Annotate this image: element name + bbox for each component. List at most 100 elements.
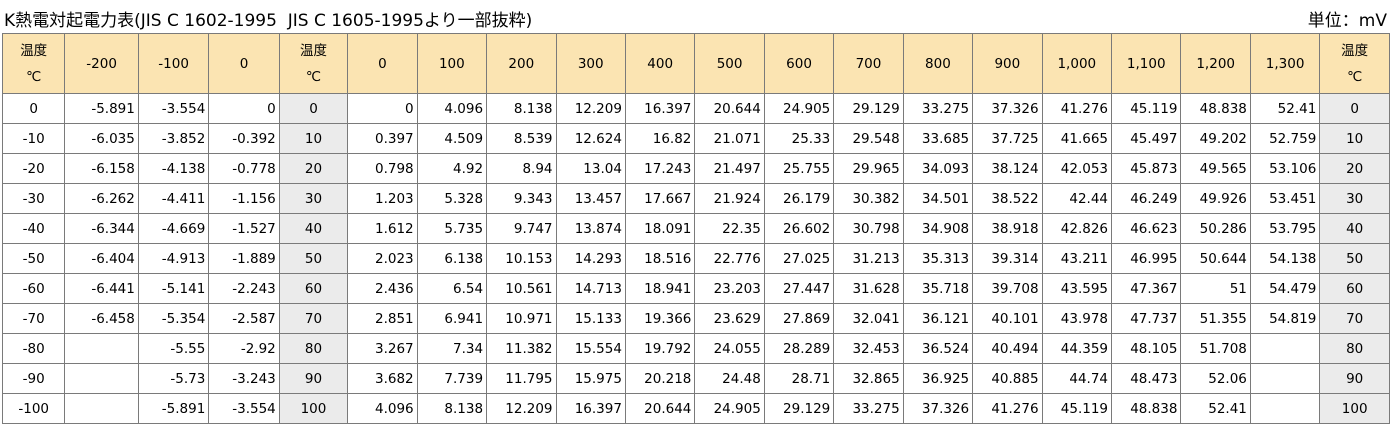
value-cell: 37.326 [902,393,974,424]
row-temp-pos: 0 [278,93,349,124]
value-cell: 18.091 [624,213,696,244]
value-cell: 17.667 [624,183,696,214]
value-cell: 21.924 [694,183,765,214]
table-row: -30 -6.262 -4.411 -1.156 30 1.203 5.328 9.343 13… [1,183,1390,214]
row-temp-pos-right: 50 [1319,243,1390,274]
value-cell: 32.453 [833,333,904,364]
value-cell: 36.524 [902,333,974,364]
value-cell: -6.441 [64,273,139,304]
value-cell: -5.55 [137,333,210,364]
value-cell: 11.795 [486,363,557,394]
value-cell: 15.554 [555,333,626,364]
row-temp-neg: -80 [1,333,66,364]
value-cell: 0 [208,93,280,124]
table-row: -80 -5.55 -2.92 80 3.267 7.34 11.382 15.554 19.7… [1,333,1390,364]
value-cell: -6.404 [64,243,139,274]
value-cell: 48.473 [1111,363,1182,394]
value-cell: 8.138 [486,93,557,124]
value-cell: 43.978 [1041,303,1113,334]
value-cell: -0.778 [208,153,280,184]
value-cell: 13.874 [555,213,626,244]
table-row: -60 -6.441 -5.141 -2.243 60 2.436 6.54 10.561 14… [1,273,1390,304]
value-cell: 35.718 [902,273,974,304]
value-cell: 10.561 [486,273,557,304]
value-cell: 9.343 [486,183,557,214]
value-cell: 51.708 [1180,333,1251,364]
row-temp-neg: -20 [1,153,66,184]
header-col-pos: 100 [416,33,488,94]
value-cell: -6.344 [64,213,139,244]
value-cell: 52.41 [1249,93,1321,124]
value-cell: -3.554 [208,393,280,424]
value-cell: 33.275 [833,393,904,424]
value-cell: 53.795 [1249,213,1321,244]
value-cell: 16.397 [555,393,626,424]
value-cell: 25.755 [763,153,835,184]
value-cell: -2.92 [208,333,280,364]
table-row: -70 -6.458 -5.354 -2.587 70 2.851 6.941 10.971 1… [1,303,1390,334]
value-cell: 45.873 [1111,153,1182,184]
value-cell: 34.501 [902,183,974,214]
value-cell: -3.554 [137,93,210,124]
header-col-pos: 0 [347,33,418,94]
value-cell: 41.665 [1041,123,1113,154]
value-cell: 43.211 [1041,243,1113,274]
value-cell: 54.138 [1249,243,1321,274]
title-bar: K熱電対起電力表(JIS C 1602-1995 JIS C 1605-1995… [0,0,1393,33]
value-cell: -5.891 [64,93,139,124]
header-col-neg: -200 [64,33,139,94]
value-cell: 26.602 [763,213,835,244]
value-cell: 12.209 [486,393,557,424]
value-cell: 6.138 [416,243,488,274]
value-cell: 8.539 [486,123,557,154]
value-cell: -1.527 [208,213,280,244]
value-cell: 4.509 [416,123,488,154]
row-temp-neg: 0 [1,93,66,124]
value-cell: -0.392 [208,123,280,154]
value-cell: 24.905 [763,93,835,124]
value-cell [1249,333,1321,364]
value-cell: 42.826 [1041,213,1113,244]
value-cell: 45.119 [1041,393,1113,424]
value-cell: 6.941 [416,303,488,334]
value-cell: 42.44 [1041,183,1113,214]
row-temp-pos-right: 40 [1319,213,1390,244]
header-row: 温度 ℃ -200 -100 0 温度 ℃ 0 100 200 300 400 50… [1,33,1390,94]
value-cell: 7.34 [416,333,488,364]
value-cell: 13.04 [555,153,626,184]
value-cell: 48.838 [1111,393,1182,424]
value-cell: 21.497 [694,153,765,184]
value-cell: 14.293 [555,243,626,274]
header-col-pos: 900 [972,33,1043,94]
value-cell: 14.713 [555,273,626,304]
value-cell: 36.925 [902,363,974,394]
table-row: -10 -6.035 -3.852 -0.392 10 0.397 4.509 8.539 12… [1,123,1390,154]
header-col-neg: -100 [137,33,210,94]
row-temp-pos-right: 60 [1319,273,1390,304]
value-cell: 38.918 [972,213,1043,244]
value-cell: 29.548 [833,123,904,154]
value-cell: -5.141 [137,273,210,304]
row-temp-neg: -40 [1,213,66,244]
row-temp-neg: -100 [1,393,66,424]
value-cell [64,333,139,364]
value-cell: 53.451 [1249,183,1321,214]
value-cell: -5.354 [137,303,210,334]
value-cell: 35.313 [902,243,974,274]
value-cell: -3.243 [208,363,280,394]
row-temp-neg: -10 [1,123,66,154]
thermocouple-table: 温度 ℃ -200 -100 0 温度 ℃ 0 100 200 300 400 50… [1,33,1390,424]
row-temp-neg: -70 [1,303,66,334]
header-temp-label-mid: 温度 ℃ [278,33,349,94]
value-cell: 26.179 [763,183,835,214]
row-temp-pos-right: 10 [1319,123,1390,154]
header-col-pos: 300 [555,33,626,94]
value-cell: 48.105 [1111,333,1182,364]
value-cell: 24.055 [694,333,765,364]
row-temp-pos: 20 [278,153,349,184]
value-cell: 8.138 [416,393,488,424]
value-cell: 52.06 [1180,363,1251,394]
value-cell: 30.382 [833,183,904,214]
value-cell: 51 [1180,273,1251,304]
value-cell: -2.587 [208,303,280,334]
